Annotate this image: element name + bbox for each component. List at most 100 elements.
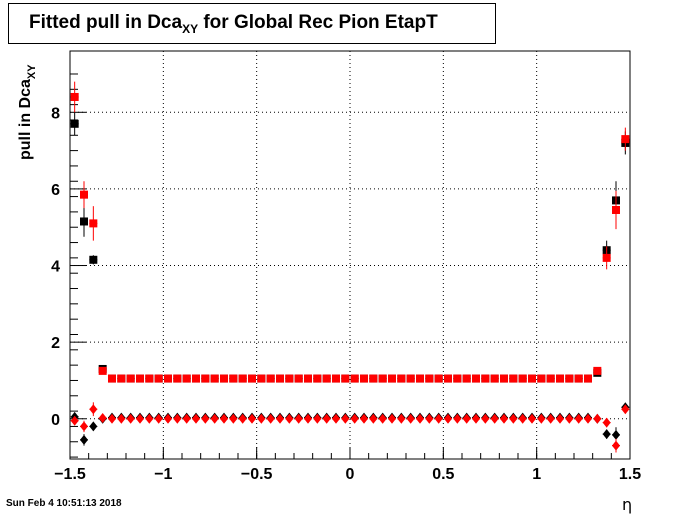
data-point-diamond	[136, 413, 144, 424]
data-point-square	[117, 374, 126, 383]
data-point-diamond	[80, 434, 88, 445]
title-rest: for Global Rec Pion EtapT	[198, 12, 438, 33]
data-point-diamond	[266, 413, 275, 424]
data-point-diamond	[248, 413, 256, 424]
y-axis-label-main: pull in Dca	[17, 79, 34, 160]
data-point-diamond	[500, 413, 508, 424]
data-point-square	[276, 374, 284, 383]
data-point-square	[574, 374, 583, 383]
grid	[70, 51, 630, 459]
data-point-diamond	[182, 413, 191, 424]
data-point-diamond	[80, 421, 88, 432]
data-point-square	[369, 374, 378, 383]
data-point-square	[621, 135, 630, 144]
data-point-diamond	[294, 413, 303, 424]
data-point-diamond	[416, 413, 424, 424]
y-axis-label: pull in DcaXY	[17, 64, 38, 160]
data-point-diamond	[584, 413, 592, 424]
data-point-diamond	[89, 404, 98, 415]
data-point-square	[304, 374, 312, 383]
data-point-diamond	[453, 413, 462, 424]
data-point-square	[350, 374, 359, 383]
data-point-square	[182, 374, 191, 383]
data-point-diamond	[574, 413, 583, 424]
data-point-diamond	[98, 413, 107, 424]
data-point-square	[210, 374, 219, 383]
data-point-diamond	[154, 413, 163, 424]
chart-title: Fitted pull in DcaXY for Global Rec Pion…	[29, 12, 438, 36]
y-tick-label: 0	[51, 412, 60, 429]
data-point-diamond	[126, 413, 135, 424]
data-point-diamond	[220, 413, 228, 424]
data-point-diamond	[341, 413, 350, 424]
data-point-diamond	[108, 413, 116, 424]
title-main: Fitted pull in Dca	[29, 12, 183, 33]
data-point-square	[406, 374, 415, 383]
data-point-square	[322, 374, 331, 383]
data-point-square	[70, 119, 79, 128]
data-point-diamond	[145, 413, 154, 424]
data-point-square	[257, 374, 266, 383]
data-point-diamond	[509, 413, 518, 424]
data-point-diamond	[378, 413, 387, 424]
data-marks	[70, 81, 630, 453]
data-point-square	[136, 374, 144, 383]
data-point-diamond	[602, 429, 611, 440]
data-point-diamond	[173, 413, 182, 424]
data-point-square	[285, 374, 294, 383]
x-tick-label: −1.5	[54, 466, 86, 483]
data-point-diamond	[360, 413, 368, 424]
x-tick-label: −0.5	[241, 466, 273, 483]
data-point-diamond	[89, 421, 98, 432]
data-point-diamond	[210, 413, 219, 424]
data-point-square	[80, 217, 88, 226]
data-point-square	[341, 374, 350, 383]
data-point-square	[108, 374, 116, 383]
y-tick-label: 2	[51, 335, 60, 352]
data-point-square	[313, 374, 322, 383]
data-point-square	[472, 374, 480, 383]
data-point-diamond	[565, 413, 574, 424]
data-point-diamond	[472, 413, 480, 424]
data-point-diamond	[528, 413, 536, 424]
data-point-square	[360, 374, 368, 383]
data-point-diamond	[192, 413, 200, 424]
y-tick-label: 8	[51, 105, 60, 122]
data-point-diamond	[481, 413, 490, 424]
data-point-diamond	[602, 417, 611, 428]
axes: −1.5 −1 −0.5 0 0.5 1 1.5 0 2 4 6 8	[51, 50, 641, 483]
data-point-square	[201, 374, 210, 383]
data-point-diamond	[350, 413, 359, 424]
title-subscript: XY	[182, 21, 199, 36]
data-point-diamond	[238, 413, 247, 424]
data-point-square	[416, 374, 424, 383]
y-tick-label: 4	[51, 259, 60, 276]
data-point-diamond	[434, 413, 443, 424]
data-point-diamond	[612, 429, 620, 440]
y-axis-label-sub: XY	[26, 64, 38, 79]
data-point-diamond	[117, 413, 126, 424]
data-point-diamond	[164, 413, 172, 424]
data-point-square	[388, 374, 396, 383]
data-point-square	[602, 253, 611, 262]
data-point-square	[220, 374, 228, 383]
data-point-square	[481, 374, 490, 383]
data-point-square	[89, 255, 98, 264]
x-tick-label: 1.5	[619, 466, 641, 483]
data-point-square	[192, 374, 200, 383]
data-point-square	[490, 374, 499, 383]
x-tick-label: 0	[346, 466, 355, 483]
data-point-diamond	[257, 413, 266, 424]
data-point-square	[89, 219, 98, 228]
data-point-square	[80, 190, 88, 199]
data-point-diamond	[229, 413, 238, 424]
data-point-diamond	[276, 413, 284, 424]
data-point-diamond	[462, 413, 471, 424]
data-point-diamond	[70, 415, 79, 426]
data-point-diamond	[397, 413, 406, 424]
data-point-square	[70, 92, 79, 101]
data-point-square	[397, 374, 406, 383]
data-point-square	[294, 374, 303, 383]
data-point-square	[462, 374, 471, 383]
